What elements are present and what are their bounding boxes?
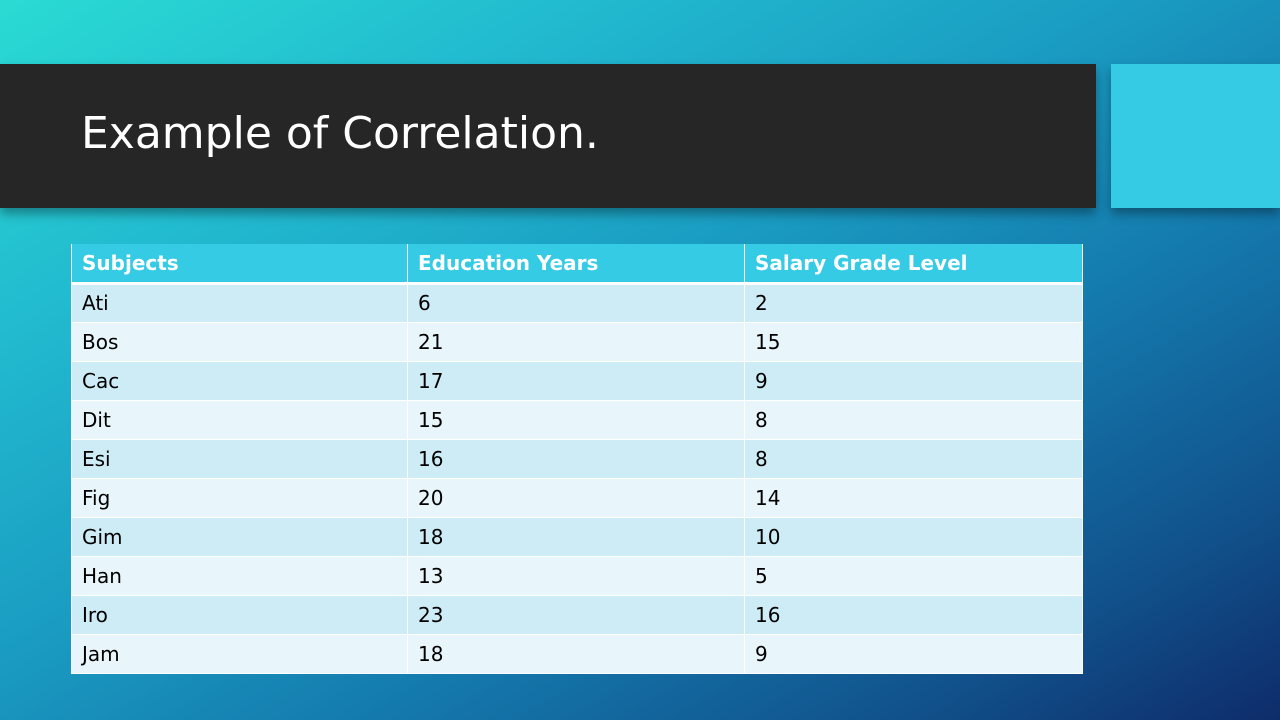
table-row: Esi 16 8 [71, 439, 1083, 478]
cell-subject: Dit [71, 400, 408, 439]
cell-salary-grade: 8 [744, 439, 1083, 478]
header-education-years: Education Years [407, 244, 745, 283]
header-salary-grade-level: Salary Grade Level [744, 244, 1083, 283]
table-row: Dit 15 8 [71, 400, 1083, 439]
cell-education-years: 17 [407, 361, 745, 400]
cell-subject: Han [71, 556, 408, 595]
table-row: Iro 23 16 [71, 595, 1083, 634]
cell-salary-grade: 14 [744, 478, 1083, 517]
cell-education-years: 18 [407, 517, 745, 556]
cell-salary-grade: 8 [744, 400, 1083, 439]
cell-salary-grade: 10 [744, 517, 1083, 556]
cell-salary-grade: 16 [744, 595, 1083, 634]
cell-salary-grade: 9 [744, 634, 1083, 673]
cell-education-years: 15 [407, 400, 745, 439]
table-row: Han 13 5 [71, 556, 1083, 595]
cell-salary-grade: 15 [744, 322, 1083, 361]
cell-subject: Bos [71, 322, 408, 361]
cell-salary-grade: 5 [744, 556, 1083, 595]
slide-title: Example of Correlation. [81, 108, 599, 159]
cell-education-years: 6 [407, 283, 745, 322]
table-row: Gim 18 10 [71, 517, 1083, 556]
cell-education-years: 13 [407, 556, 745, 595]
cell-education-years: 23 [407, 595, 745, 634]
cell-salary-grade: 2 [744, 283, 1083, 322]
correlation-table: Subjects Education Years Salary Grade Le… [71, 244, 1083, 674]
accent-block [1111, 64, 1280, 208]
header-subjects: Subjects [71, 244, 408, 283]
cell-subject: Jam [71, 634, 408, 673]
cell-salary-grade: 9 [744, 361, 1083, 400]
table-row: Cac 17 9 [71, 361, 1083, 400]
table-row: Bos 21 15 [71, 322, 1083, 361]
table-row: Ati 6 2 [71, 283, 1083, 322]
cell-subject: Ati [71, 283, 408, 322]
table-row: Jam 18 9 [71, 634, 1083, 673]
cell-subject: Iro [71, 595, 408, 634]
table-header-row: Subjects Education Years Salary Grade Le… [71, 244, 1083, 283]
cell-education-years: 18 [407, 634, 745, 673]
cell-education-years: 21 [407, 322, 745, 361]
cell-subject: Cac [71, 361, 408, 400]
cell-subject: Esi [71, 439, 408, 478]
cell-education-years: 20 [407, 478, 745, 517]
title-band [0, 64, 1096, 208]
cell-education-years: 16 [407, 439, 745, 478]
cell-subject: Gim [71, 517, 408, 556]
cell-subject: Fig [71, 478, 408, 517]
table-row: Fig 20 14 [71, 478, 1083, 517]
